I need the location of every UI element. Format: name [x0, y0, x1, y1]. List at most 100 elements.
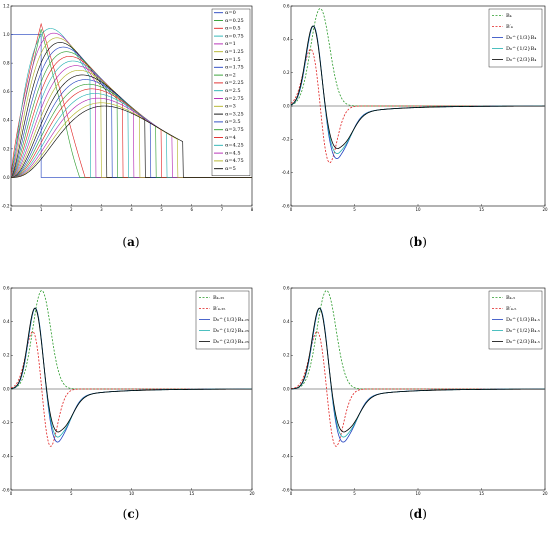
legend-label: B′₄.₅ [506, 306, 516, 312]
legend-label: α=0.75 [225, 33, 244, 39]
y-tick-label: 0.4 [283, 37, 290, 42]
legend-label: B₄.₅ [506, 295, 515, 301]
series-line-alpha-5 [11, 105, 252, 178]
y-tick-label: 0.2 [3, 353, 10, 358]
legend-label: α=1.75 [225, 65, 244, 71]
x-tick-label: 15 [189, 491, 195, 496]
y-tick-label: 0.6 [283, 285, 290, 290]
legend-label: α=3.5 [225, 119, 241, 125]
x-tick-label: 8 [251, 207, 254, 212]
y-tick-label: -0.2 [2, 420, 10, 425]
x-tick-label: 5 [353, 207, 356, 212]
y-tick-label: 0.2 [283, 353, 290, 358]
legend-label: D₀^{2/3}B₄ [506, 56, 536, 63]
y-tick-label: 0.6 [3, 89, 10, 94]
panel-caption: (d) [409, 507, 427, 521]
x-tick-label: 15 [479, 491, 485, 496]
x-tick-label: 0 [290, 491, 293, 496]
legend-label: D₀^{1/2}B₄ [506, 45, 536, 52]
legend-label: α=1.5 [225, 57, 241, 63]
legend-label: α=3 [225, 104, 236, 110]
panel-c: 0 5 10 15 20 -0.6 -0.4 -0.2 0.0 0.2 0.4 0.6 (c) B₄.₂₅… [2, 285, 255, 521]
legend-label: α=3.25 [225, 111, 244, 117]
x-tick-label: 7 [221, 207, 224, 212]
legend-label: α=0 [225, 10, 236, 16]
panel-a: 0 1 2 3 4 5 6 7 8 -0.2 0.0 0.2 0.4 0.6 0.8 1.0 1.2 (a) α=0… [2, 3, 254, 249]
legend-label: α=3.75 [225, 127, 244, 133]
y-tick-label: -0.2 [282, 420, 290, 425]
y-tick-label: 0.0 [3, 175, 10, 180]
y-tick-label: 1.2 [3, 3, 10, 8]
legend-box [488, 290, 543, 350]
y-tick-label: 0.0 [283, 103, 290, 108]
y-tick-label: 0.0 [283, 386, 290, 391]
x-tick-label: 0 [10, 491, 13, 496]
x-tick-label: 5 [70, 491, 73, 496]
legend-label: α=4.5 [225, 150, 241, 156]
x-tick-label: 20 [249, 491, 255, 496]
y-tick-label: 0.2 [3, 146, 10, 151]
legend-label: B′₄ [506, 24, 513, 30]
legend-label: α=2.25 [225, 80, 244, 86]
legend-label: α=2.5 [225, 88, 241, 94]
y-tick-label: 1.0 [3, 32, 10, 37]
legend-label: D₀^{1/3}B₄.₅ [506, 316, 540, 323]
legend-box [211, 8, 251, 177]
y-tick-label: 0.6 [283, 3, 290, 8]
legend-label: α=4 [225, 135, 236, 141]
y-tick-label: 0.0 [3, 386, 10, 391]
series-line-4 [290, 307, 545, 433]
legend-label: D₀^{1/3}B₄.₂₅ [213, 316, 249, 323]
x-tick-label: 10 [129, 491, 135, 496]
legend-label: α=2 [225, 72, 236, 78]
legend-box [195, 290, 250, 350]
x-tick-label: 2 [70, 207, 73, 212]
y-tick-label: -0.4 [282, 454, 290, 459]
y-tick-label: 0.4 [3, 319, 10, 324]
x-tick-label: 5 [353, 491, 356, 496]
series-line-0 [290, 8, 545, 107]
curves-a [11, 22, 252, 178]
y-tick-label: -0.6 [282, 203, 290, 208]
x-tick-label: 0 [290, 207, 293, 212]
x-tick-label: 0 [10, 207, 13, 212]
x-tick-label: 15 [479, 207, 485, 212]
legend-label: α=1.25 [225, 49, 244, 55]
y-tick-label: -0.2 [2, 203, 10, 208]
y-tick-label: 0.4 [3, 118, 10, 123]
legend-label: B₄ [506, 13, 512, 19]
x-tick-label: 6 [190, 207, 193, 212]
x-tick-label: 3 [100, 207, 103, 212]
panel-caption: (c) [123, 507, 140, 521]
x-tick-label: 5 [160, 207, 163, 212]
legend-label: α=2.75 [225, 96, 244, 102]
series-line-1 [10, 331, 252, 447]
x-tick-label: 20 [542, 207, 548, 212]
y-tick-label: -0.2 [282, 137, 290, 142]
x-tick-label: 1 [40, 207, 43, 212]
legend-label: α=0.5 [225, 26, 241, 32]
legend-box [488, 8, 543, 68]
legend-label: D₀^{2/3}B₄.₂₅ [213, 338, 249, 345]
legend-label: α=4.25 [225, 143, 244, 149]
x-tick-label: 10 [415, 491, 421, 496]
series-line-4 [10, 307, 252, 433]
legend-label: α=0.25 [225, 18, 244, 24]
panel-b: 0 5 10 15 20 -0.6 -0.4 -0.2 0.0 0.2 0.4 0.6 (b) B₄ B′₄… [282, 3, 548, 249]
series-line-4 [290, 25, 545, 149]
y-tick-label: 0.6 [3, 285, 10, 290]
x-tick-label: 4 [130, 207, 133, 212]
legend-label: D₀^{2/3}B₄.₅ [506, 338, 540, 345]
legend-label: α=1 [225, 41, 236, 47]
panel-caption: (b) [409, 235, 427, 249]
y-tick-label: -0.6 [2, 487, 10, 492]
legend-label: D₀^{1/3}B₄ [506, 34, 536, 41]
y-tick-label: 0.8 [3, 61, 10, 66]
legend-label: α=5 [225, 166, 236, 172]
panel-d: 0 5 10 15 20 -0.6 -0.4 -0.2 0.0 0.2 0.4 0.6 (d) B₄.₅ B… [282, 285, 548, 521]
y-tick-label: -0.4 [2, 454, 10, 459]
legend-label: B₄.₂₅ [213, 295, 224, 301]
legend-label: D₀^{1/2}B₄.₅ [506, 327, 540, 334]
panel-caption: (a) [122, 235, 139, 249]
